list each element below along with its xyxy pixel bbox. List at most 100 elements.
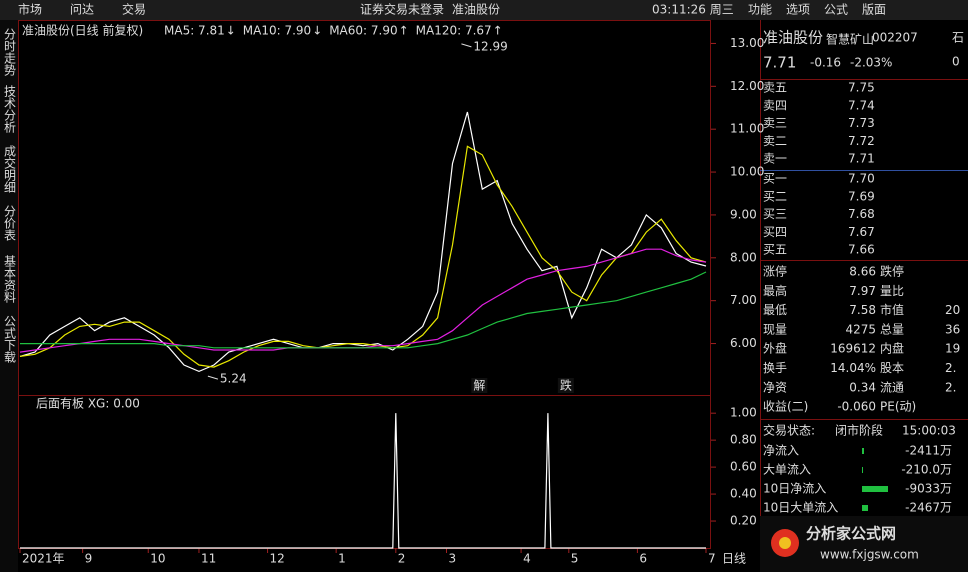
stat-label: 涨停 [763,264,787,279]
ask-price: 7.74 [848,98,875,112]
chart-title: 后面有板 XG: 0.00 [36,397,140,411]
stat-label: 流通 [880,380,904,394]
x-tick-label: 12 [270,552,285,566]
change: -0.16 [810,56,841,70]
series-line [19,145,707,368]
side-tab[interactable]: 公式下载 [3,315,17,364]
x-tick-label: 7 [708,552,716,566]
legend-entry: MA10: 7.90 [243,24,311,38]
bid-label: 买二 [763,189,787,203]
side-tab[interactable]: 技术分析 [3,85,17,134]
marker: 解 [473,379,485,393]
ask-label: 卖五 [763,81,787,95]
flow-label: 10日大单流入 [763,501,838,515]
bid-price: 7.70 [848,172,875,186]
y-tick-label: 13.00 [730,36,764,50]
ask-label: 卖三 [763,116,787,130]
indicator-frame [18,395,711,549]
edge-text: 石 [952,31,964,45]
y-tick-label: 0.40 [730,487,757,501]
x-tick-label: 1 [338,552,346,566]
side-bar [0,20,18,572]
flow-label: 净流入 [763,444,799,458]
flow-value: -2411万 [905,444,952,458]
ask-price: 7.71 [848,152,875,166]
stat-value: 14.04% [830,361,876,375]
chart-title: 准油股份(日线 前复权) [22,23,143,38]
x-tick-label: 10 [150,552,165,566]
side-tab[interactable]: 分时走势 [3,28,17,76]
stat-value: 19 [945,342,960,356]
logo-title: 分析家公式网 [806,525,896,543]
flow-value: -210.0万 [901,463,952,477]
toolbar-item[interactable]: 版面 [862,3,886,17]
ask-price: 7.73 [848,116,875,130]
y-tick-label: 0.80 [730,433,757,447]
stat-value: -0.060 [837,400,876,414]
flow-bar [862,467,863,473]
y-tick-label: 10.00 [730,165,764,179]
stat-label: 量比 [880,284,904,298]
stock-tag: 智慧矿山 [826,32,874,47]
stat-label: PE(动) [880,400,916,414]
flow-label: 10日净流入 [763,482,826,496]
ask-price: 7.75 [848,81,875,95]
x-tick-label: 11 [201,552,216,566]
menu-item[interactable]: 交易 [122,2,146,17]
y-tick-label: 12.00 [730,79,764,93]
stat-value: 2. [945,380,956,394]
bid-price: 7.69 [848,189,875,203]
x-tick-label: 5 [571,552,579,566]
bid-label: 买五 [763,243,787,257]
flow-bar [862,448,864,454]
x-tick-label: 9 [85,552,93,566]
side-tab[interactable]: 成交明细 [3,145,17,193]
stat-label: 跌停 [880,264,904,279]
stat-label: 市值 [880,302,904,317]
notice: 准油股份 [452,3,500,17]
menu-item[interactable]: 市场 [18,2,42,17]
bid-label: 买四 [763,225,787,239]
legend-entry: MA60: 7.90 [329,24,397,38]
stat-label: 收益(二) [763,400,808,414]
series-line [20,271,707,349]
toolbar-item[interactable]: 公式 [824,3,848,17]
stat-label: 最低 [763,303,787,317]
y-tick-label: 0.20 [730,514,757,528]
stat-label: 股本 [880,361,904,375]
legend-arrow: ↓ [312,24,322,38]
stat-value: 7.58 [849,303,876,317]
flow-bar [862,486,888,492]
side-tab[interactable]: 基本资料 [3,255,17,303]
stat-value: 7.97 [849,284,876,298]
x-tick-label: 6 [639,552,647,566]
legend-arrow: ↑ [399,24,409,38]
flow-value: -2467万 [905,501,952,515]
y-tick-label: 9.00 [730,207,757,221]
annotation-pointer [207,375,219,380]
stat-label: 换手 [763,361,787,375]
legend-arrow: ↓ [226,24,236,38]
side-tab[interactable]: 分价表 [3,205,17,241]
x-tick-label: 3 [449,552,457,566]
menu-item[interactable]: 问达 [70,3,94,17]
stat-value: 36 [945,322,960,336]
bid-price: 7.67 [848,225,875,239]
y-tick-label: 6.00 [730,336,757,350]
x-tick-label: 2021年 [22,552,65,566]
stock-name: 准油股份 [763,29,823,47]
toolbar-item[interactable]: 选项 [786,3,810,17]
stat-value: 169612 [830,342,876,356]
legend-arrow: ↑ [493,24,503,38]
toolbar-item[interactable]: 功能 [748,3,772,17]
stat-label: 最高 [763,283,787,298]
x-tick-label: 4 [523,552,531,566]
series-line [19,111,707,373]
logo-icon-inner [779,537,791,549]
flow-value: -9033万 [905,482,952,496]
marker: 跌 [560,378,572,393]
annotation: 5.24 [220,372,247,386]
y-tick-label: 11.00 [730,122,764,136]
stat-value: 4275 [845,322,876,336]
